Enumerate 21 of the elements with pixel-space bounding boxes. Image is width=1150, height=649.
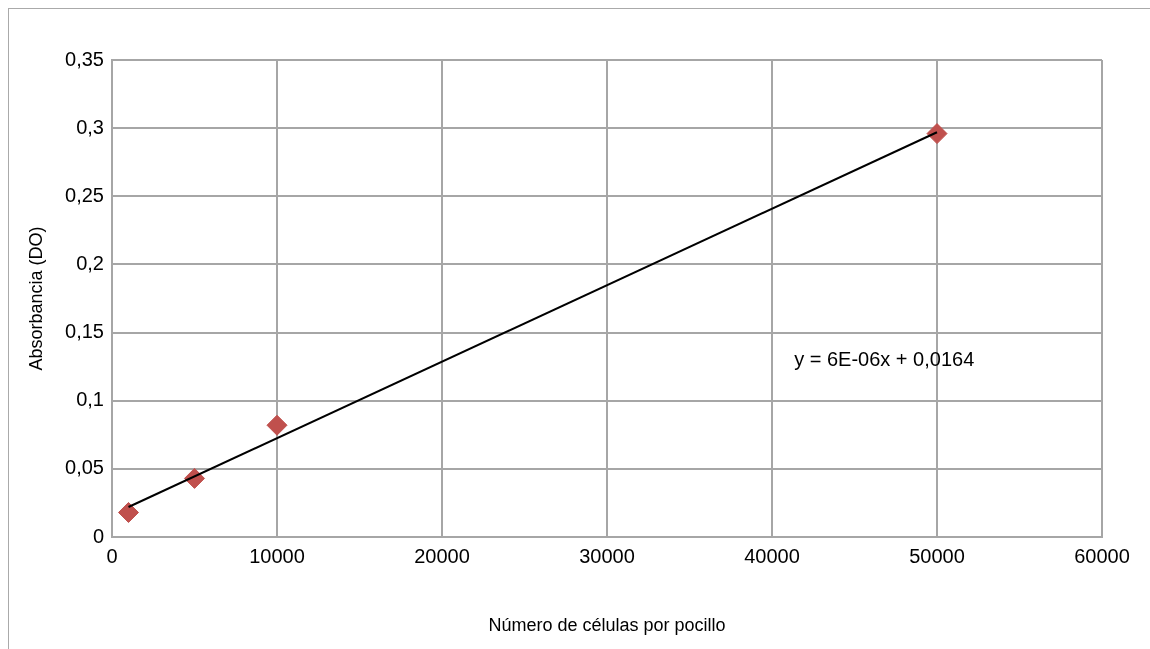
x-tick-label: 0	[106, 544, 118, 567]
x-tick-label: 60000	[1074, 544, 1130, 567]
x-tick-label: 20000	[414, 544, 470, 567]
x-tick-label: 50000	[909, 544, 965, 567]
x-axis-title: Número de células por pocillo	[488, 615, 726, 636]
y-tick-label: 0,15	[65, 320, 104, 343]
y-tick-label: 0,25	[65, 183, 104, 206]
y-tick-label: 0,3	[76, 115, 104, 138]
x-tick-label: 10000	[249, 544, 305, 567]
point	[118, 501, 139, 523]
y-tick-label: 0	[92, 524, 104, 547]
y-tick-label: 0,05	[65, 456, 104, 479]
point	[266, 414, 288, 436]
point	[926, 123, 948, 145]
annotation: y = 6E-06x + 0,0164	[794, 348, 975, 371]
y-tick-label: 0,35	[65, 47, 104, 70]
x-tick-label: 40000	[744, 544, 800, 567]
y-axis-title: Absorbancia (DO)	[25, 226, 46, 371]
y-tick-label: 0,2	[76, 251, 104, 274]
x-tick-label: 30000	[579, 544, 635, 567]
y-tick-label: 0,1	[76, 388, 104, 411]
